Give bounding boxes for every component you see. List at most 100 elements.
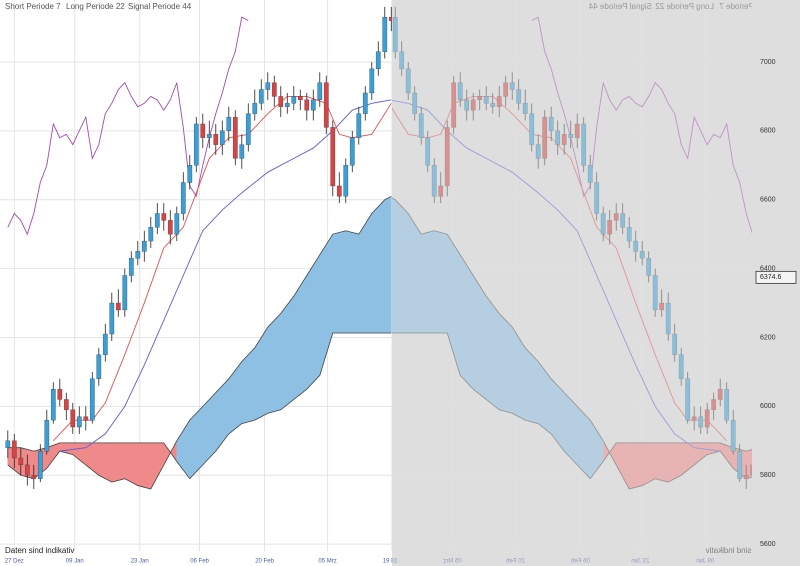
x-tick-label: 23 Jan <box>131 559 149 565</box>
candle-body <box>574 123 580 138</box>
candle-body <box>587 165 593 183</box>
indicator-line <box>59 99 392 452</box>
candle-body <box>343 165 349 197</box>
cloud-segment <box>267 312 282 414</box>
candle-body <box>141 240 147 252</box>
candle-body <box>193 123 199 166</box>
candle-body <box>438 185 444 197</box>
candle-body <box>252 103 258 114</box>
candle-body <box>317 82 323 101</box>
cloud-segment <box>485 295 500 411</box>
header-long: Long Periode 22 <box>655 2 714 11</box>
candle-body <box>122 275 128 311</box>
x-tick-label: 06 Feb <box>190 559 209 565</box>
y-tick-label: 6200 <box>760 334 776 341</box>
y-tick-label: 5600 <box>760 541 776 548</box>
candle-body <box>239 144 245 159</box>
candle-body <box>678 354 684 379</box>
candle-body <box>96 354 102 379</box>
candle-body <box>717 388 723 400</box>
cloud-segment <box>371 199 386 334</box>
candle-body <box>44 419 50 452</box>
cloud-segment <box>641 442 656 486</box>
candle-body <box>258 89 264 104</box>
candle-body <box>213 134 219 145</box>
candle-body <box>187 165 193 183</box>
candle-body <box>369 68 375 94</box>
x-tick-label: 20 Feb <box>505 559 524 565</box>
candle-body <box>659 302 665 311</box>
candle-body <box>704 409 710 428</box>
candle-body <box>102 333 108 355</box>
candle-body <box>180 182 186 214</box>
cloud-segment <box>628 442 643 490</box>
x-tick-label: 19 Mrz <box>379 559 397 565</box>
candle-body <box>200 123 206 138</box>
candle-body <box>425 137 431 166</box>
cloud-line <box>7 332 392 480</box>
candle-body <box>70 409 76 428</box>
candle-body <box>89 378 95 421</box>
candle-body <box>750 464 752 476</box>
cloud-line <box>7 195 392 490</box>
candle-body <box>600 213 606 235</box>
candle-body <box>451 82 457 128</box>
header-long: Long Periode 22 <box>66 2 125 11</box>
candle-body <box>392 17 398 52</box>
candle-body <box>362 92 368 114</box>
candle-body <box>57 388 63 400</box>
cloud-line <box>392 197 752 490</box>
candle-body <box>278 96 284 107</box>
candle-body <box>516 89 522 104</box>
candle-body <box>167 220 173 235</box>
candle-body <box>271 82 277 97</box>
cloud-segment <box>384 195 392 334</box>
candle-body <box>483 96 489 104</box>
candle-body <box>418 113 424 138</box>
cloud-segment <box>280 295 295 411</box>
candle-body <box>444 127 450 187</box>
x-tick-label: 09 Jan <box>66 559 84 565</box>
candle-body <box>581 123 587 166</box>
candle-body <box>265 82 271 90</box>
candle-body <box>349 137 355 166</box>
x-tick-label: 23 Jan <box>631 559 649 565</box>
cloud-segment <box>459 253 474 390</box>
indicator-line <box>7 16 249 236</box>
candle-body <box>503 82 509 97</box>
candle-body <box>37 450 43 479</box>
cloud-segment <box>420 230 435 334</box>
candle-body <box>490 103 496 107</box>
candle-body <box>477 96 483 101</box>
candle-body <box>652 275 658 311</box>
candle-body <box>323 82 329 128</box>
header-signal: Signal Periode 44 <box>588 2 652 11</box>
cloud-segment <box>472 274 487 400</box>
candle-body <box>291 96 297 104</box>
last-value-box <box>755 270 797 284</box>
indicator-line <box>52 95 392 442</box>
cloud-segment <box>433 230 448 334</box>
candle-body <box>607 220 613 235</box>
header-short: Short Periode 7 <box>719 2 775 11</box>
cloud-segment <box>392 197 396 334</box>
cloud-segment <box>293 274 308 400</box>
x-tick-label: 27 Dez <box>5 559 24 565</box>
last-value-label: 6374.6 <box>760 274 782 281</box>
cloud-segment <box>124 442 139 486</box>
candle-body <box>284 103 290 107</box>
candle-body <box>63 399 69 410</box>
candle-body <box>431 165 437 197</box>
candle-body <box>672 333 678 355</box>
candle-body <box>620 213 626 228</box>
candle-body <box>330 127 336 187</box>
cloud-segment <box>111 442 126 483</box>
candle-body <box>161 213 167 221</box>
candle-body <box>555 130 561 145</box>
x-tick-label: 05 Mrz <box>443 559 461 565</box>
candle-body <box>548 116 554 132</box>
candle-body <box>382 17 388 52</box>
candle-body <box>336 185 342 197</box>
cloud-segment <box>394 199 409 334</box>
